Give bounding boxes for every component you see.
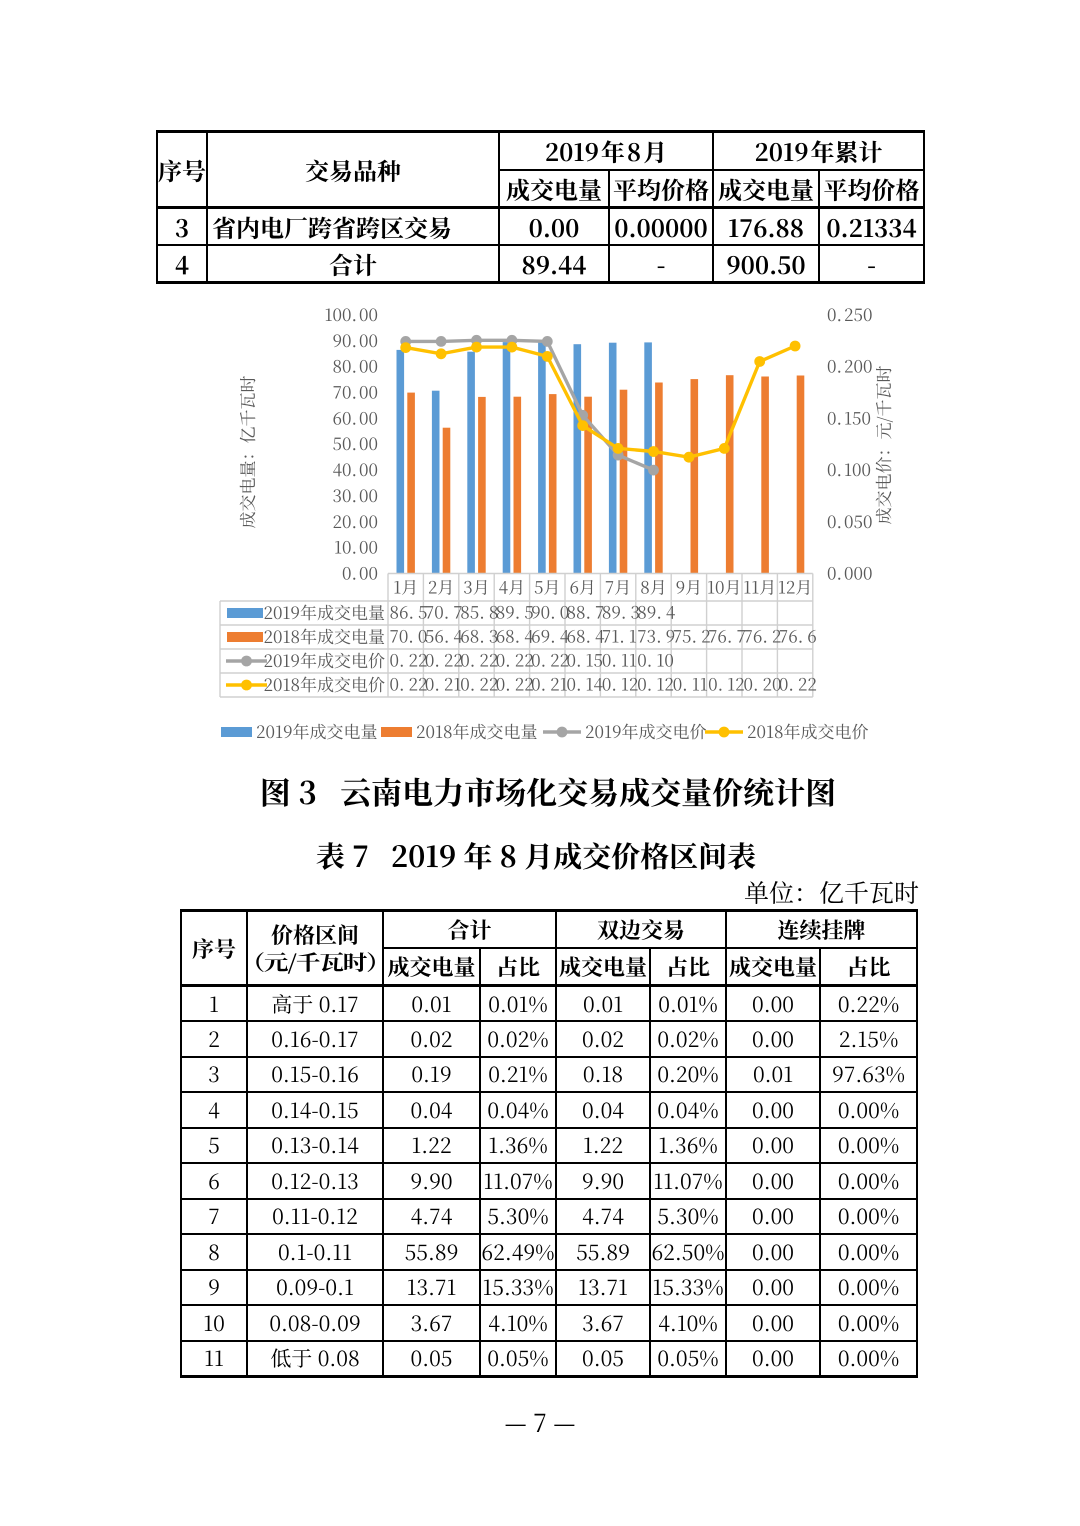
svg-text:0.22: 0. 22 <box>390 647 428 672</box>
svg-text:0.20: 0. 20 <box>744 671 782 696</box>
svg-text:9月: 9月 <box>676 574 703 599</box>
svg-text:2018年成交电量: 2018年成交电量 <box>416 718 537 743</box>
svg-text:0.250: 0. 250 <box>827 301 872 326</box>
svg-text:4月: 4月 <box>499 574 525 599</box>
svg-text:70.00: 70. 00 <box>333 379 378 404</box>
svg-text:0.000: 0. 000 <box>827 560 872 585</box>
svg-text:2月: 2月 <box>428 574 455 599</box>
svg-text:76.7: 76. 7 <box>708 623 746 648</box>
svg-text:0.00: 0. 00 <box>342 560 378 585</box>
svg-text:0.22: 0. 22 <box>779 671 817 696</box>
svg-text:76.2: 76. 2 <box>744 623 782 648</box>
svg-text:10月: 10月 <box>707 574 741 599</box>
svg-text:10.00: 10. 00 <box>334 534 378 559</box>
svg-text:成交电量：亿千瓦时: 成交电量：亿千瓦时 <box>234 376 259 529</box>
svg-text:76.6: 76. 6 <box>779 623 817 648</box>
svg-text:0.22: 0. 22 <box>425 647 463 672</box>
svg-text:12月: 12月 <box>778 574 813 599</box>
svg-text:0.22: 0. 22 <box>460 647 498 672</box>
svg-text:2019年成交电价: 2019年成交电价 <box>263 647 385 672</box>
svg-text:0.21: 0. 21 <box>531 671 568 696</box>
svg-text:2019年成交电量: 2019年成交电量 <box>263 599 385 624</box>
svg-text:8月: 8月 <box>640 574 667 599</box>
svg-text:88.7: 88. 7 <box>567 599 605 624</box>
svg-text:100.00: 100. 00 <box>325 301 378 326</box>
svg-text:80.00: 80. 00 <box>333 353 378 378</box>
svg-text:89.5: 89. 5 <box>496 599 534 624</box>
svg-text:0.22: 0. 22 <box>460 671 498 696</box>
svg-text:0.22: 0. 22 <box>496 647 534 672</box>
svg-text:6月: 6月 <box>569 574 596 599</box>
svg-text:0.11: 0. 11 <box>602 647 637 672</box>
svg-text:60.00: 60. 00 <box>333 404 378 429</box>
svg-text:86.5: 86. 5 <box>390 599 428 624</box>
svg-text:75.2: 75. 2 <box>673 623 711 648</box>
svg-text:50.00: 50. 00 <box>333 430 378 455</box>
svg-text:5月: 5月 <box>534 574 561 599</box>
svg-text:0.050: 0. 050 <box>827 508 872 533</box>
svg-text:2018年成交电量: 2018年成交电量 <box>264 623 385 648</box>
svg-text:0.22: 0. 22 <box>496 671 534 696</box>
svg-text:30.00: 30. 00 <box>333 482 378 507</box>
svg-text:68.4: 68. 4 <box>496 623 535 648</box>
svg-text:0.15: 0. 15 <box>567 647 604 672</box>
svg-text:68.4: 68. 4 <box>567 623 606 648</box>
svg-text:90.00: 90. 00 <box>332 327 378 352</box>
svg-text:70.7: 70. 7 <box>425 599 463 624</box>
svg-text:85.8: 85. 8 <box>460 599 498 624</box>
svg-text:2018年成交电价: 2018年成交电价 <box>264 671 385 696</box>
svg-text:20.00: 20. 00 <box>333 508 378 533</box>
svg-text:73.9: 73. 9 <box>637 623 675 648</box>
svg-text:70.0: 70. 0 <box>390 623 428 648</box>
svg-text:68.3: 68. 3 <box>460 623 498 648</box>
svg-text:0.150: 0. 150 <box>827 404 871 429</box>
svg-text:2019年成交电量: 2019年成交电量 <box>256 718 378 743</box>
svg-text:56.4: 56. 4 <box>425 623 464 648</box>
svg-text:0.100: 0. 100 <box>827 456 871 481</box>
svg-text:0.12: 0. 12 <box>602 671 639 696</box>
svg-text:0.21: 0. 21 <box>425 671 462 696</box>
svg-text:0.11: 0. 11 <box>673 671 708 696</box>
svg-text:11月: 11月 <box>743 574 776 599</box>
svg-text:0.12: 0. 12 <box>637 671 674 696</box>
svg-text:成交电价：元/千瓦时: 成交电价：元/千瓦时 <box>870 366 895 525</box>
svg-text:2019年成交电价: 2019年成交电价 <box>585 718 707 743</box>
svg-text:69.4: 69. 4 <box>531 623 570 648</box>
svg-text:0.10: 0. 10 <box>637 647 674 672</box>
svg-text:0.14: 0. 14 <box>567 671 604 696</box>
svg-text:40.00: 40. 00 <box>333 456 378 481</box>
svg-text:0.22: 0. 22 <box>390 671 428 696</box>
svg-text:2018年成交电价: 2018年成交电价 <box>747 718 868 743</box>
svg-text:0.12: 0. 12 <box>708 671 745 696</box>
svg-text:71.1: 71. 1 <box>602 623 637 648</box>
svg-text:1月: 1月 <box>393 574 418 599</box>
svg-text:0.22: 0. 22 <box>531 647 569 672</box>
svg-text:0.200: 0. 200 <box>827 353 872 378</box>
svg-text:90.0: 90. 0 <box>531 599 569 624</box>
svg-text:89.4: 89. 4 <box>637 599 676 624</box>
svg-text:89.3: 89. 3 <box>602 599 640 624</box>
svg-text:3月: 3月 <box>463 574 489 599</box>
svg-text:7月: 7月 <box>605 574 631 599</box>
